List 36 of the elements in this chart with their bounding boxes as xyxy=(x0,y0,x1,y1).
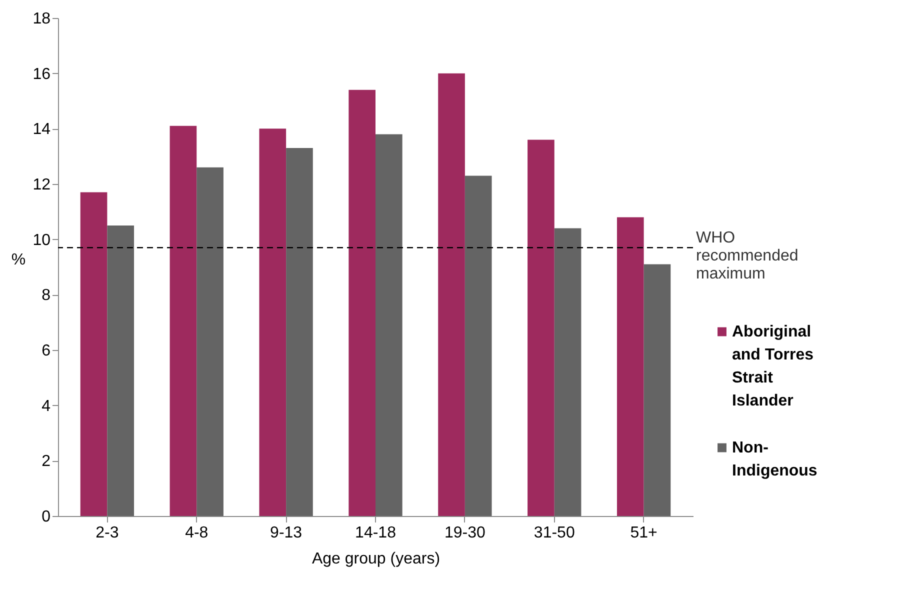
bar xyxy=(348,90,376,516)
y-tick-label: 16 xyxy=(32,66,51,83)
x-tick-label: 4-8 xyxy=(185,524,208,542)
y-tick-label: 10 xyxy=(32,232,51,249)
bar xyxy=(644,264,671,516)
bar xyxy=(464,176,492,516)
y-axis-title: % xyxy=(11,252,26,268)
y-tick-label: 6 xyxy=(42,342,51,360)
y-tick-label: 8 xyxy=(42,287,51,304)
bar xyxy=(438,73,465,516)
y-tick-label: 4 xyxy=(42,398,51,415)
bar xyxy=(286,148,313,516)
bar xyxy=(616,217,644,516)
y-tick-label: 12 xyxy=(32,176,51,194)
x-tick-label: 14-18 xyxy=(355,524,396,542)
y-tick-label: 14 xyxy=(32,121,51,138)
x-tick-label: 51+ xyxy=(630,524,658,542)
bar xyxy=(376,134,402,516)
bar xyxy=(170,126,197,516)
legend-label: Aboriginal and Torres Strait Islander xyxy=(732,324,814,410)
legend-label: Non-Indigenous xyxy=(732,440,818,480)
x-axis-title: Age group (years) xyxy=(312,550,440,568)
bar xyxy=(528,140,554,516)
y-tick-label: 18 xyxy=(32,10,51,28)
ref-line-label: WHO recommended maximum xyxy=(696,230,798,283)
x-tick-label: 9-13 xyxy=(270,524,302,542)
bar xyxy=(107,226,134,516)
x-tick-label: 2-3 xyxy=(96,524,119,542)
bar xyxy=(196,167,224,516)
bar xyxy=(259,128,286,516)
x-tick-label: 19-30 xyxy=(444,524,486,542)
y-tick-label: 0 xyxy=(42,508,51,526)
y-tick-label: 2 xyxy=(42,453,51,470)
bar xyxy=(554,228,582,516)
x-tick-label: 31-50 xyxy=(534,524,575,542)
bar xyxy=(80,192,108,516)
